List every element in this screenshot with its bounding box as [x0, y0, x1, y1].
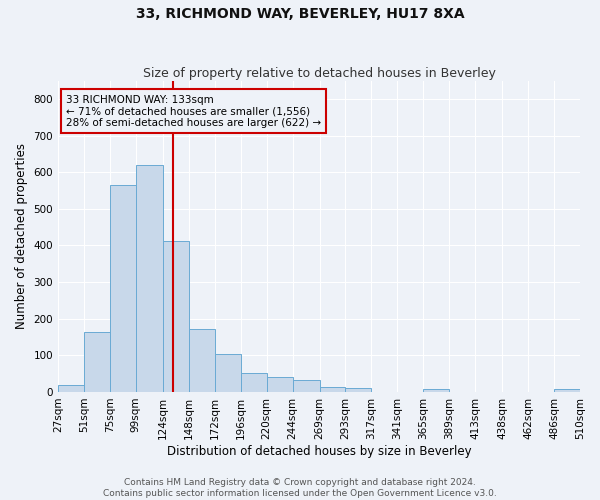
Text: 33, RICHMOND WAY, BEVERLEY, HU17 8XA: 33, RICHMOND WAY, BEVERLEY, HU17 8XA	[136, 8, 464, 22]
Text: 33 RICHMOND WAY: 133sqm
← 71% of detached houses are smaller (1,556)
28% of semi: 33 RICHMOND WAY: 133sqm ← 71% of detache…	[66, 94, 321, 128]
Bar	[241, 372, 266, 392]
Bar	[110, 185, 136, 392]
Y-axis label: Number of detached properties: Number of detached properties	[15, 144, 28, 330]
Bar	[84, 332, 110, 392]
Bar	[346, 388, 371, 392]
Bar	[215, 354, 241, 392]
Bar	[266, 376, 293, 392]
Bar	[136, 165, 163, 392]
Bar	[189, 329, 215, 392]
Bar	[320, 387, 346, 392]
Bar	[293, 380, 320, 392]
Text: Contains HM Land Registry data © Crown copyright and database right 2024.
Contai: Contains HM Land Registry data © Crown c…	[103, 478, 497, 498]
Bar	[163, 240, 189, 392]
Bar	[554, 389, 580, 392]
X-axis label: Distribution of detached houses by size in Beverley: Distribution of detached houses by size …	[167, 444, 472, 458]
Bar	[424, 388, 449, 392]
Bar	[58, 386, 84, 392]
Title: Size of property relative to detached houses in Beverley: Size of property relative to detached ho…	[143, 66, 496, 80]
